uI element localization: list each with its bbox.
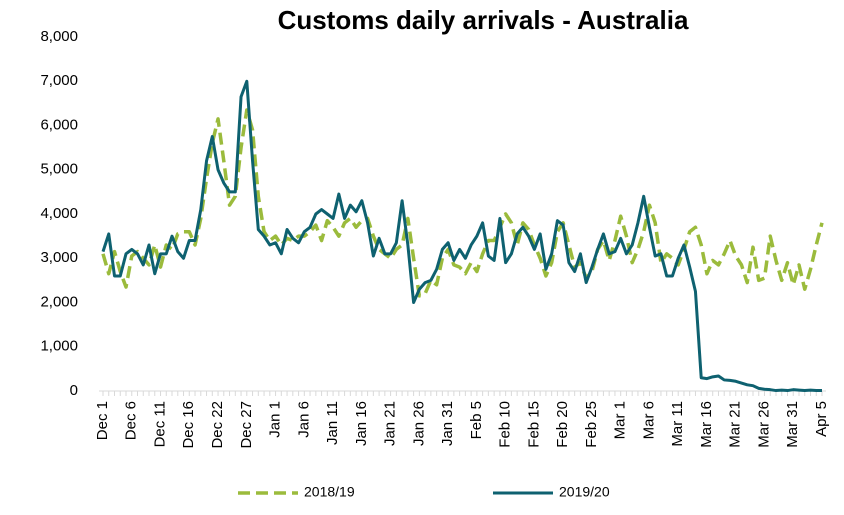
- x-tick-label: Mar 1: [612, 401, 629, 439]
- x-tick-label: Mar 16: [698, 401, 715, 448]
- x-tick-label: Jan 1: [267, 401, 284, 438]
- x-tick-label: Jan 11: [324, 401, 341, 445]
- x-tick-label: Feb 5: [468, 401, 485, 439]
- y-tick-label: 6,000: [40, 116, 78, 133]
- x-tick-label: Dec 22: [209, 401, 226, 449]
- series-line: [101, 108, 824, 298]
- x-tick-label: Jan 16: [353, 401, 370, 446]
- x-tick-label: Mar 26: [755, 401, 772, 448]
- x-tick-label: Dec 11: [151, 401, 168, 447]
- x-tick-label: Dec 27: [238, 401, 255, 449]
- y-tick-label: 3,000: [40, 249, 78, 266]
- x-tick-label: Dec 6: [123, 401, 140, 440]
- x-tick-label: Jan 26: [410, 401, 427, 446]
- chart-title: Customs daily arrivals - Australia: [278, 5, 689, 35]
- x-tick-label: Jan 21: [382, 401, 399, 446]
- x-tick-label: Apr 5: [813, 401, 830, 437]
- y-tick-label: 5,000: [40, 161, 78, 178]
- x-tick-label: Mar 21: [727, 401, 744, 448]
- y-tick-label: 2,000: [40, 293, 78, 310]
- x-tick-label: Feb 25: [583, 401, 600, 448]
- x-tick-label: Jan 6: [295, 401, 312, 438]
- x-tick-label: Jan 31: [439, 401, 456, 446]
- x-tick-label: Dec 1: [94, 401, 111, 440]
- x-tick-label: Feb 20: [554, 401, 571, 448]
- x-tick-label: Mar 31: [784, 401, 801, 448]
- x-tick-label: Feb 10: [497, 401, 514, 448]
- x-tick-label: Mar 6: [640, 401, 657, 439]
- y-tick-label: 8,000: [40, 28, 78, 45]
- legend-label: 2018/19: [304, 484, 355, 500]
- y-tick-label: 7,000: [40, 72, 78, 89]
- series-line: [101, 79, 822, 393]
- y-tick-label: 1,000: [40, 338, 78, 355]
- y-tick-label: 0: [70, 382, 78, 399]
- x-tick-label: Feb 15: [525, 401, 542, 448]
- x-tick-label: Mar 11: [669, 401, 686, 447]
- legend-label: 2019/20: [559, 484, 610, 500]
- y-tick-label: 4,000: [40, 205, 78, 222]
- x-tick-label: Dec 16: [180, 401, 197, 449]
